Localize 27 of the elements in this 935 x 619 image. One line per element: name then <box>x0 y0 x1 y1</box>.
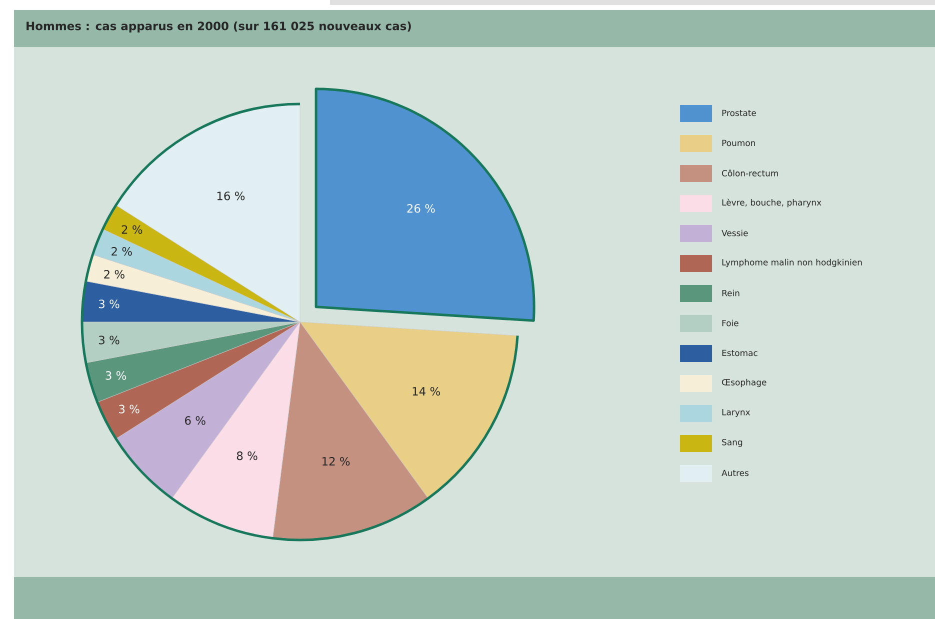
data-label: 14 % <box>412 386 440 396</box>
legend-label: Foie <box>722 320 738 326</box>
data-label: 3 % <box>106 371 126 380</box>
legend-label: Autres <box>722 470 749 476</box>
legend-label: Prostate <box>722 110 756 116</box>
data-label: 2 % <box>112 247 132 256</box>
data-label: 26 % <box>407 204 435 213</box>
data-label: 2 % <box>122 225 142 234</box>
data-label: 2 % <box>104 270 124 279</box>
data-label: 16 % <box>217 192 245 200</box>
chart-title: Hommes : cas apparus en 2000 (sur 161 025 nouveaux cas) <box>26 21 411 33</box>
data-label: 3 % <box>98 336 120 344</box>
legend-label: Rein <box>722 290 740 296</box>
legend-label: Poumon <box>722 140 755 146</box>
data-label: 3 % <box>119 404 140 414</box>
legend-label: Côlon-rectum <box>722 170 778 176</box>
data-label: 3 % <box>98 300 120 308</box>
legend-label: Vessie <box>722 230 748 236</box>
legend-label: Lymphome malin non hodgkinien <box>722 258 862 268</box>
legend-label: Œsophage <box>722 378 766 388</box>
legend-label: Sang <box>722 438 742 448</box>
legend-label: Lèvre, bouche, pharynx <box>722 198 822 208</box>
legend-label: Estomac <box>722 350 758 356</box>
legend-label: Larynx <box>722 409 750 417</box>
data-label: 12 % <box>322 457 350 466</box>
data-label: 6 % <box>185 416 206 425</box>
data-label: 8 % <box>236 451 258 460</box>
